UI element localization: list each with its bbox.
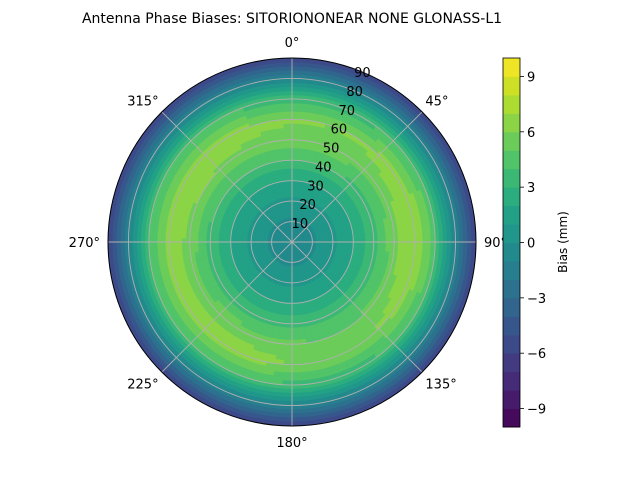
colorbar-tick-label: −9 — [527, 403, 546, 418]
azimuth-tick-label: 270° — [69, 236, 100, 251]
radial-tick-label: 10 — [292, 217, 309, 232]
colorbar: −9 −6 −3 0 3 6 9 Bias (mm) — [502, 57, 570, 428]
colorbar-tick-label: 6 — [527, 126, 535, 141]
colorbar-level — [503, 353, 520, 373]
chart-title: Antenna Phase Biases: SITORIONONEAR NONE… — [82, 11, 502, 27]
colorbar-level — [503, 150, 520, 170]
colorbar-tick-label: 3 — [527, 181, 535, 196]
colorbar-label: Bias (mm) — [556, 211, 570, 273]
colorbar-level — [503, 168, 520, 188]
colorbar-level — [503, 131, 520, 151]
azimuth-tick-label: 45° — [425, 95, 448, 110]
colorbar-level — [503, 260, 520, 280]
azimuth-tick-label: 0° — [285, 36, 300, 51]
colorbar-tick-label: 9 — [527, 70, 535, 85]
colorbar-level — [503, 316, 520, 336]
bias-contour-field — [108, 58, 476, 426]
colorbar-level — [503, 205, 520, 225]
colorbar-level — [503, 113, 520, 133]
colorbar-level — [503, 187, 520, 207]
colorbar-level — [503, 58, 520, 77]
colorbar-level — [503, 94, 520, 114]
colorbar-level — [503, 242, 520, 262]
azimuth-tick-label: 315° — [127, 95, 158, 110]
radial-tick-label: 40 — [315, 160, 332, 175]
colorbar-tick-label: −6 — [527, 347, 546, 362]
azimuth-tick-label: 180° — [276, 436, 307, 451]
colorbar-level — [503, 224, 520, 243]
colorbar-level — [503, 390, 520, 410]
radial-tick-label: 60 — [331, 123, 348, 138]
colorbar-level — [503, 76, 520, 96]
radial-tick-label: 30 — [307, 179, 324, 194]
polar-grid — [107, 57, 477, 427]
colorbar-level — [503, 334, 520, 354]
colorbar-level — [503, 279, 520, 299]
colorbar-level — [503, 297, 520, 317]
radial-tick-label: 50 — [323, 142, 340, 157]
radial-tick-label: 70 — [338, 104, 355, 119]
colorbar-tick-label: −3 — [527, 292, 546, 307]
colorbar-level — [503, 371, 520, 391]
radial-tick-label: 90 — [354, 66, 371, 81]
colorbar-tick-label: 0 — [527, 237, 535, 252]
colorbar-level — [503, 408, 520, 428]
radial-tick-label: 80 — [346, 85, 363, 100]
azimuth-tick-label: 225° — [127, 377, 158, 392]
azimuth-tick-label: 135° — [425, 377, 456, 392]
radial-tick-label: 20 — [299, 198, 316, 213]
